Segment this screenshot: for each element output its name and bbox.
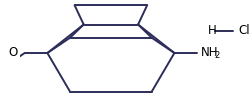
Text: H: H (207, 24, 216, 37)
Text: 2: 2 (214, 51, 219, 60)
Text: O: O (9, 47, 18, 59)
Text: NH: NH (201, 47, 218, 59)
Text: Cl: Cl (238, 24, 249, 37)
